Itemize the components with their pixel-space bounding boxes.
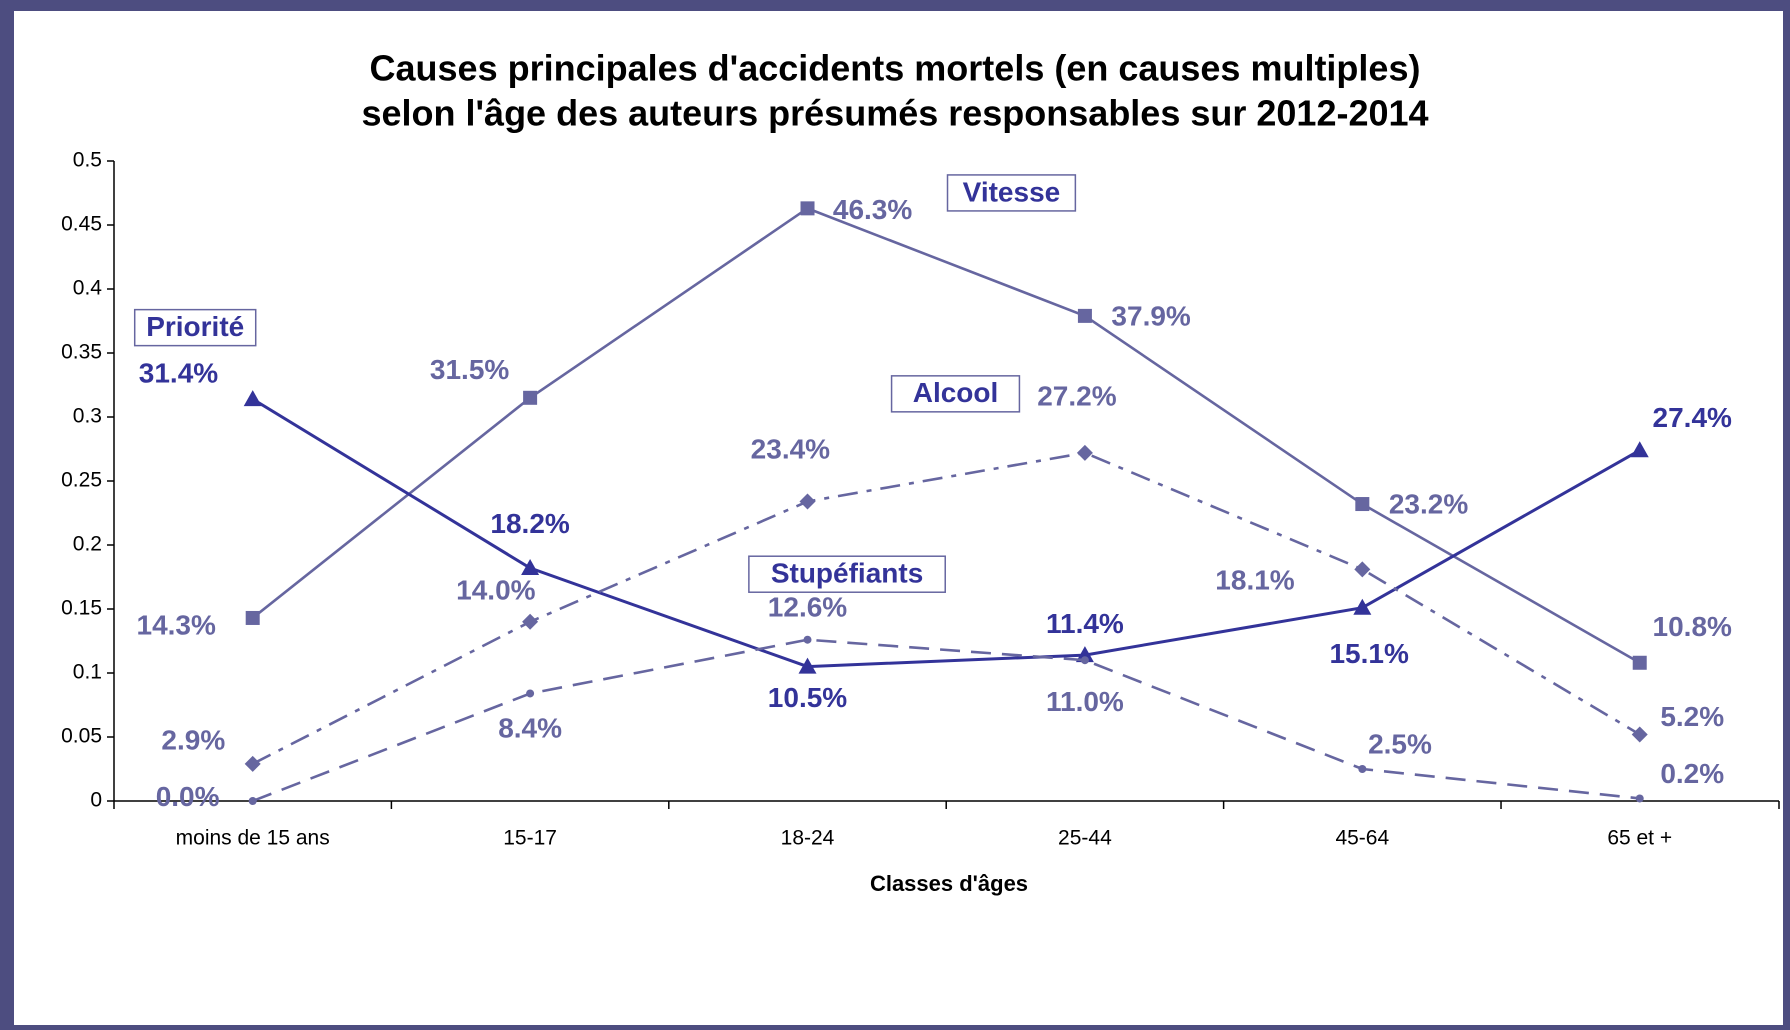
data-label: 18.2% — [490, 508, 569, 539]
series-name-box — [133, 308, 257, 347]
marker — [521, 559, 540, 576]
data-label: 2.9% — [161, 725, 225, 756]
x-tick-label: 45-64 — [1335, 827, 1389, 850]
series-name: Priorité — [146, 311, 244, 342]
marker — [526, 689, 535, 698]
y-tick-label: 0.4 — [73, 277, 103, 300]
marker — [244, 755, 261, 772]
y-tick-label: 0.25 — [61, 469, 102, 492]
chart-area — [14, 11, 1783, 1025]
y-tick-label: 0.3 — [73, 405, 102, 428]
x-axis-label: Classes d'âges — [870, 871, 1028, 896]
marker — [523, 390, 538, 405]
chart-title: selon l'âge des auteurs présumés respons… — [361, 93, 1428, 134]
series-line — [251, 206, 1641, 664]
data-label: 18.1% — [1215, 564, 1294, 595]
series-name: Vitesse — [963, 176, 1061, 207]
marker — [1080, 656, 1089, 665]
y-tick-label: 0.15 — [61, 597, 102, 620]
data-label: 14.3% — [137, 609, 216, 640]
data-label: 10.8% — [1653, 611, 1732, 642]
marker — [1358, 765, 1367, 773]
series-line — [252, 638, 1640, 803]
series-name: Stupéfiants — [771, 558, 923, 589]
series-name-box — [748, 555, 946, 593]
y-tick-label: 0.2 — [73, 533, 102, 556]
x-tick-label: 18-24 — [781, 827, 835, 850]
y-tick-label: 0.45 — [61, 213, 102, 236]
data-label: 46.3% — [833, 194, 912, 225]
data-label: 14.0% — [456, 575, 535, 606]
y-tick-label: 0 — [90, 789, 102, 812]
data-label: 23.2% — [1389, 489, 1468, 520]
series-name: Alcool — [913, 377, 999, 408]
data-label: 12.6% — [768, 591, 847, 622]
marker — [1355, 497, 1370, 512]
x-tick-label: 15-17 — [503, 827, 557, 850]
marker — [1635, 794, 1644, 803]
marker — [243, 390, 262, 407]
data-label: 0.2% — [1660, 758, 1724, 789]
marker — [245, 610, 260, 625]
data-label: 11.4% — [1046, 608, 1124, 639]
marker — [800, 201, 815, 216]
data-label: 8.4% — [498, 712, 562, 743]
series-line — [251, 397, 1641, 669]
marker — [799, 493, 816, 510]
marker — [1076, 444, 1093, 461]
marker — [798, 657, 817, 674]
y-tick-label: 0.35 — [61, 341, 102, 364]
marker — [1077, 308, 1092, 323]
data-label: 31.4% — [139, 357, 218, 388]
data-label: 15.1% — [1329, 638, 1408, 669]
marker — [248, 797, 257, 805]
x-tick-label: 65 et + — [1607, 827, 1672, 850]
y-tick-label: 0.5 — [73, 149, 102, 172]
series-name-box — [946, 174, 1077, 212]
marker — [1075, 646, 1094, 663]
data-label: 23.4% — [751, 434, 830, 465]
marker — [1632, 655, 1647, 670]
y-tick-label: 0.1 — [73, 661, 102, 684]
data-label: 10.5% — [768, 682, 847, 713]
series-name-box — [890, 375, 1021, 413]
marker — [1353, 598, 1372, 615]
data-label: 11.0% — [1046, 686, 1124, 717]
data-label: 2.5% — [1368, 729, 1432, 760]
data-label: 0.0% — [156, 781, 220, 812]
data-label: 27.2% — [1037, 380, 1116, 411]
data-label: 27.4% — [1653, 402, 1732, 433]
marker — [1631, 726, 1648, 743]
data-label: 5.2% — [1660, 701, 1724, 732]
data-label: 37.9% — [1111, 301, 1190, 332]
series-line — [252, 451, 1641, 766]
chart-title: Causes principales d'accidents mortels (… — [370, 48, 1421, 89]
x-tick-label: moins de 15 ans — [176, 827, 330, 850]
marker — [522, 613, 539, 630]
marker — [1630, 441, 1649, 458]
y-tick-label: 0.05 — [61, 725, 102, 748]
data-label: 31.5% — [430, 354, 509, 385]
x-tick-label: 25-44 — [1058, 827, 1112, 850]
marker — [803, 635, 812, 644]
marker — [1354, 561, 1371, 578]
